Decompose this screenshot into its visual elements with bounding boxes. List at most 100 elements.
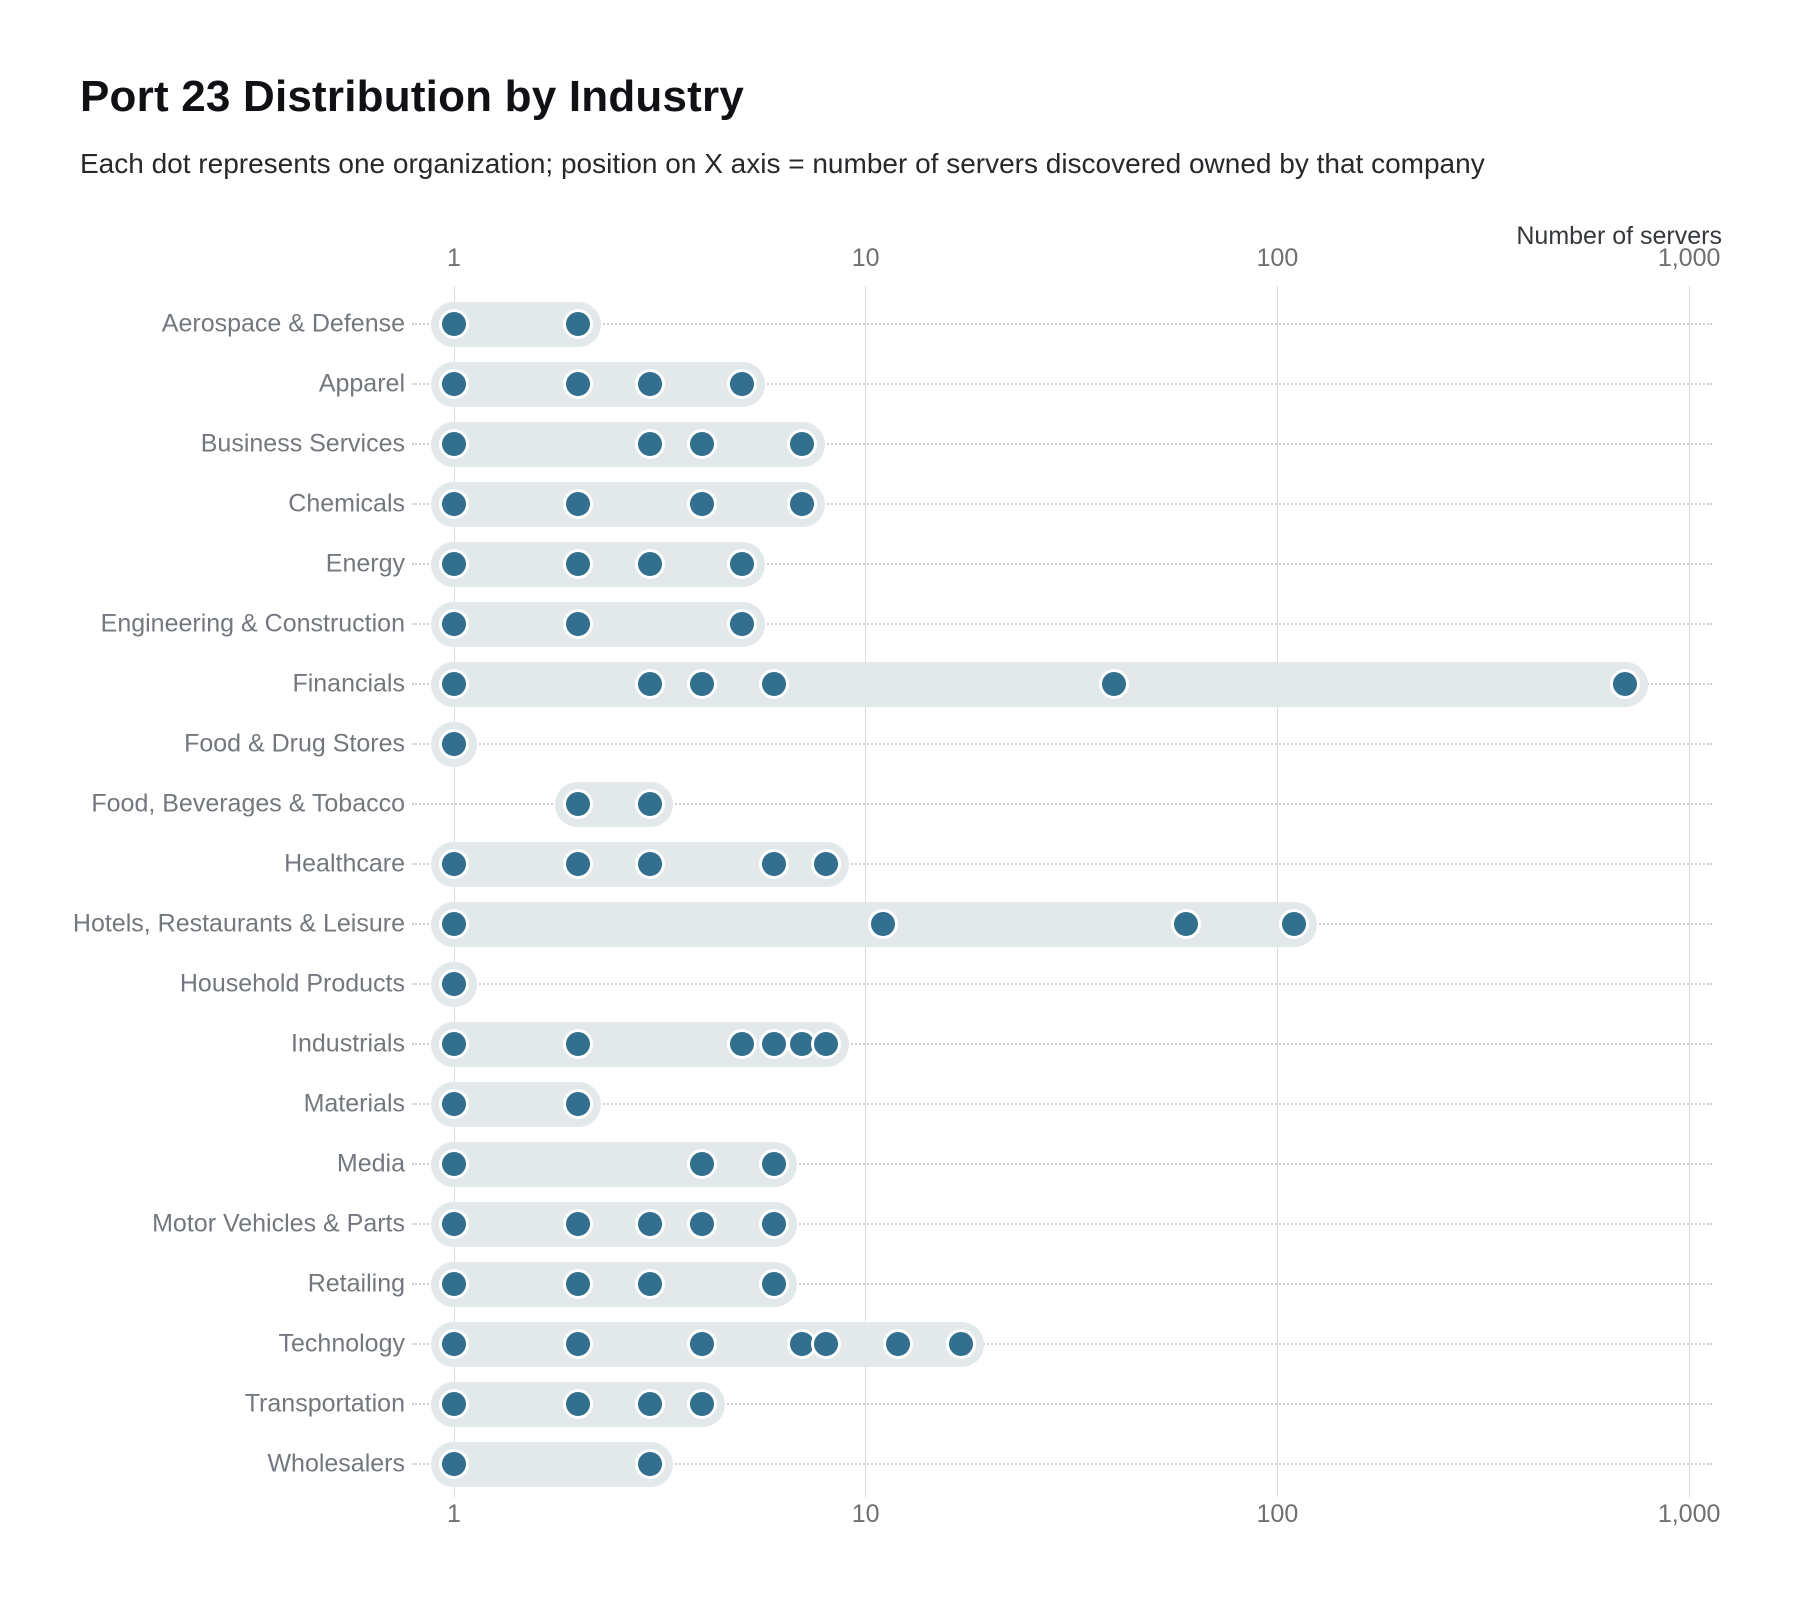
row-range-band — [431, 541, 765, 587]
data-dot — [439, 1209, 469, 1239]
row-leader-line — [412, 383, 1712, 385]
data-dot — [635, 669, 666, 699]
data-dot — [439, 1389, 469, 1419]
data-dot — [562, 549, 593, 579]
row-range-band — [431, 481, 825, 527]
data-dot — [439, 729, 469, 759]
data-dot — [562, 489, 593, 519]
row-leader-line — [412, 563, 1712, 565]
data-dot — [635, 849, 666, 879]
data-dot — [635, 1209, 666, 1239]
row-leader-line — [412, 1403, 1712, 1405]
data-dot — [562, 309, 593, 339]
category-label: Engineering & Construction — [100, 609, 405, 638]
data-dot — [439, 549, 469, 579]
category-label: Household Products — [179, 969, 405, 998]
data-dot — [439, 1449, 469, 1479]
data-dot — [810, 1029, 841, 1059]
data-dot — [686, 429, 717, 459]
row-range-band — [431, 1261, 798, 1307]
data-dot — [759, 849, 790, 879]
data-dot — [759, 669, 790, 699]
category-label: Food, Beverages & Tobacco — [91, 789, 405, 818]
data-dot — [726, 1029, 757, 1059]
data-dot — [439, 849, 469, 879]
category-label: Media — [336, 1149, 405, 1178]
category-label: Business Services — [200, 429, 405, 458]
row-leader-line — [412, 1223, 1712, 1225]
row-leader-line — [412, 803, 1712, 805]
category-label: Motor Vehicles & Parts — [152, 1209, 405, 1238]
data-dot — [726, 609, 757, 639]
category-label: Industrials — [291, 1029, 405, 1058]
data-dot — [686, 1389, 717, 1419]
data-dot — [439, 369, 469, 399]
data-dot — [439, 1329, 469, 1359]
data-dot — [562, 1389, 593, 1419]
x-tick-label-bottom: 1 — [447, 1500, 461, 1528]
page-title: Port 23 Distribution by Industry — [80, 72, 745, 121]
data-dot — [439, 609, 469, 639]
data-dot — [686, 1149, 717, 1179]
category-label: Technology — [278, 1329, 405, 1358]
chart-subtitle: Each dot represents one organization; po… — [80, 148, 1485, 179]
data-dot — [562, 609, 593, 639]
data-dot — [883, 1329, 914, 1359]
data-dot — [635, 789, 666, 819]
row-leader-line — [412, 1283, 1712, 1285]
x-tick-label-bottom: 10 — [851, 1500, 880, 1528]
category-label: Wholesalers — [267, 1449, 405, 1478]
data-dot — [686, 489, 717, 519]
data-dot — [439, 909, 469, 939]
row-leader-line — [412, 1163, 1712, 1165]
row-range-band — [431, 1441, 674, 1487]
x-axis-title: Number of servers — [1516, 222, 1722, 250]
x-gridline — [1276, 286, 1278, 1497]
row-leader-line — [412, 443, 1712, 445]
data-dot — [686, 1329, 717, 1359]
category-label: Transportation — [244, 1389, 405, 1418]
row-leader-line — [412, 863, 1712, 865]
x-tick-label-top: 10 — [851, 244, 880, 272]
data-dot — [726, 549, 757, 579]
data-dot — [562, 849, 593, 879]
x-tick-label-top: 100 — [1256, 244, 1299, 272]
data-dot — [635, 1389, 666, 1419]
data-dot — [439, 1149, 469, 1179]
data-dot — [786, 489, 817, 519]
x-gridline — [1688, 286, 1690, 1497]
data-dot — [686, 669, 717, 699]
category-label: Healthcare — [284, 849, 405, 878]
x-tick-label-bottom: 1,000 — [1657, 1500, 1721, 1528]
data-dot — [867, 909, 898, 939]
row-range-band — [431, 361, 765, 407]
data-dot — [759, 1269, 790, 1299]
x-gridline — [453, 286, 455, 1497]
row-leader-line — [412, 743, 1712, 745]
row-range-band — [431, 421, 825, 467]
data-dot — [786, 1329, 817, 1359]
row-range-band — [431, 661, 1649, 707]
category-label: Hotels, Restaurants & Leisure — [72, 909, 405, 938]
data-dot — [686, 1209, 717, 1239]
data-dot — [562, 369, 593, 399]
data-dot — [439, 1269, 469, 1299]
data-dot — [759, 1149, 790, 1179]
row-range-band — [431, 601, 765, 647]
category-label: Chemicals — [288, 489, 405, 518]
data-dot — [562, 789, 593, 819]
row-leader-line — [412, 503, 1712, 505]
data-dot — [439, 309, 469, 339]
row-leader-line — [412, 983, 1712, 985]
data-dot — [562, 1089, 593, 1119]
category-label: Apparel — [318, 369, 405, 398]
x-gridline — [865, 286, 867, 1497]
data-dot — [439, 1089, 469, 1119]
data-dot — [635, 1449, 666, 1479]
data-dot — [1279, 909, 1310, 939]
data-dot — [635, 1269, 666, 1299]
data-dot — [439, 969, 469, 999]
row-leader-line — [412, 1463, 1712, 1465]
row-leader-line — [412, 323, 1712, 325]
